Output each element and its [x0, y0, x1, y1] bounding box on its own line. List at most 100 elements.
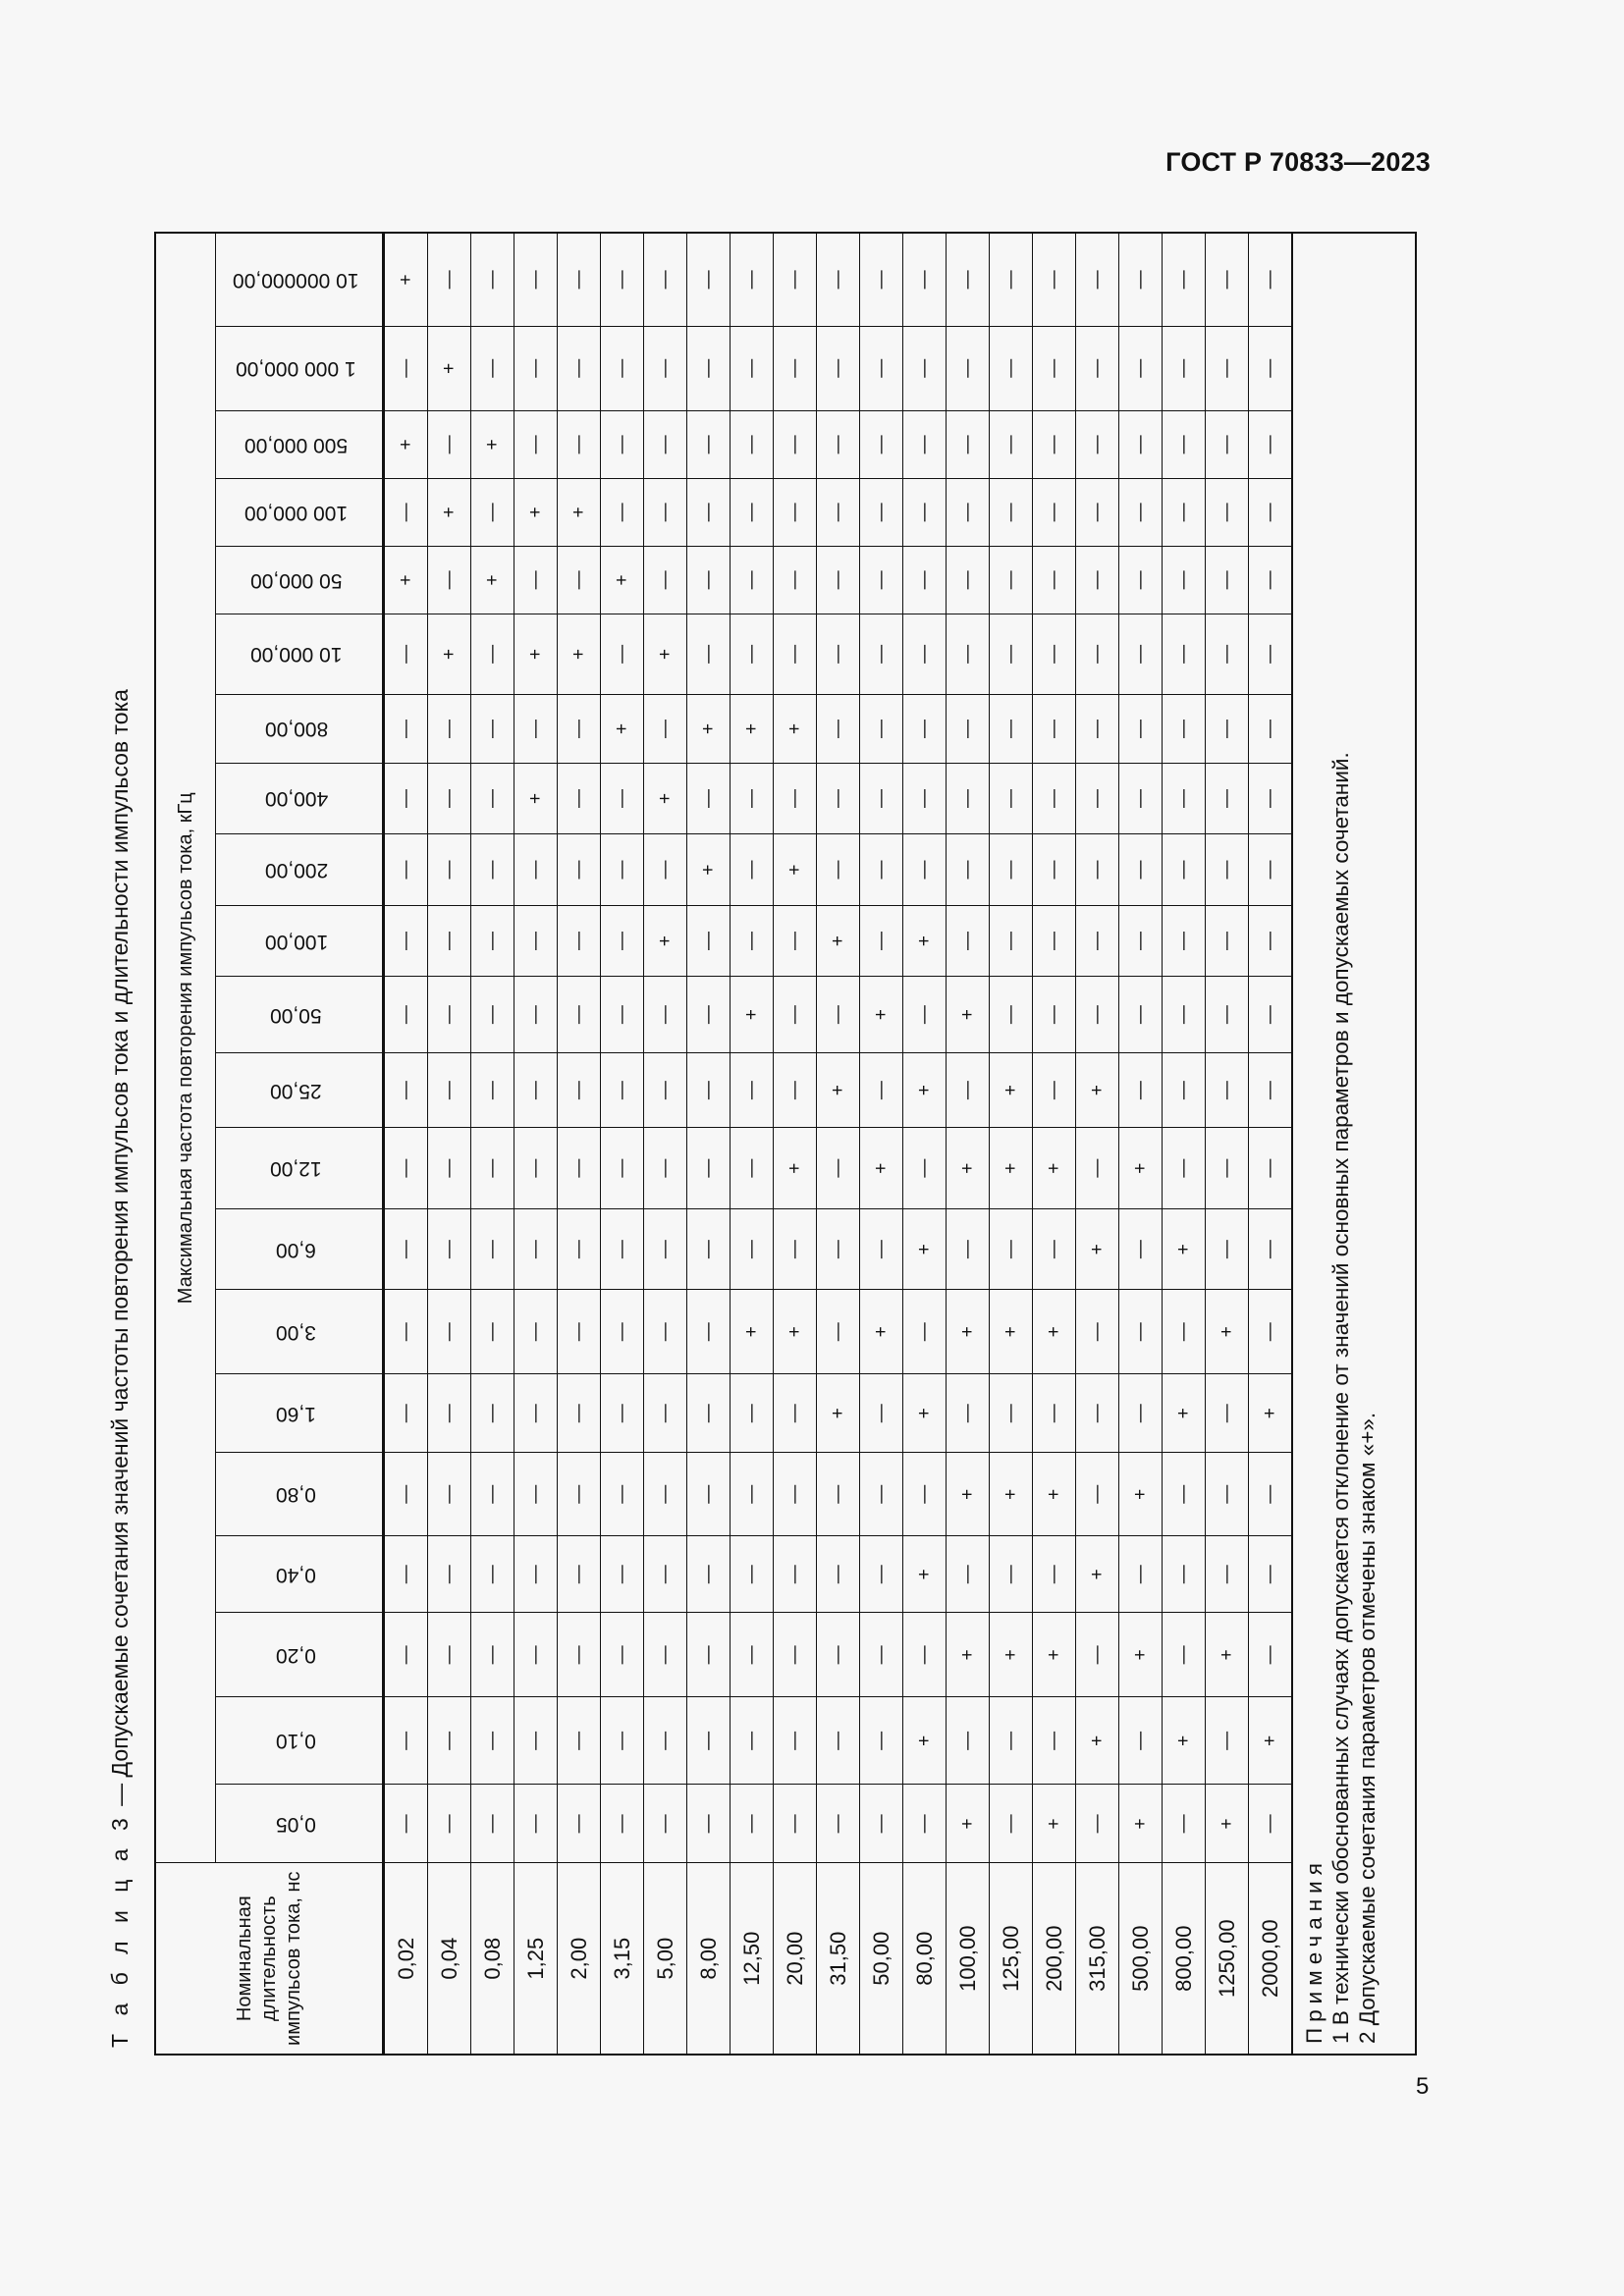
- not-allowed-mark: —: [470, 1612, 514, 1697]
- not-allowed-mark: —: [859, 478, 903, 547]
- allowed-mark: +: [1032, 1289, 1076, 1374]
- not-allowed-mark: —: [686, 233, 731, 327]
- allowed-mark: +: [643, 763, 687, 834]
- not-allowed-mark: —: [427, 694, 471, 764]
- not-allowed-mark: —: [1162, 410, 1206, 479]
- not-allowed-mark: —: [643, 326, 687, 411]
- duration-label: 1,25: [514, 1862, 558, 2055]
- duration-label: 315,00: [1075, 1862, 1119, 2055]
- table-row: 315,00— + — + — — — + — + — — — — — — — — — — —: [1075, 233, 1119, 2055]
- not-allowed-mark: —: [686, 1052, 731, 1128]
- allowed-mark: +: [427, 326, 471, 411]
- not-allowed-mark: —: [902, 694, 947, 764]
- not-allowed-mark: —: [427, 976, 471, 1053]
- not-allowed-mark: —: [773, 763, 817, 834]
- table-row: 20,00— — — — — — + — + — — — + — + — — — — — —: [773, 233, 817, 2055]
- not-allowed-mark: —: [643, 1696, 687, 1785]
- not-allowed-mark: —: [816, 1535, 860, 1613]
- not-allowed-mark: —: [989, 763, 1033, 834]
- table-row: 5,00— — — — — — — — — — — + — + — + — — — — —: [643, 233, 687, 2055]
- not-allowed-mark: —: [1075, 1373, 1119, 1453]
- not-allowed-mark: —: [557, 546, 601, 614]
- allowed-mark: +: [902, 1052, 947, 1128]
- not-allowed-mark: —: [557, 833, 601, 906]
- not-allowed-mark: —: [859, 1784, 903, 1863]
- allowed-mark: +: [902, 1535, 947, 1613]
- not-allowed-mark: —: [902, 1289, 947, 1374]
- not-allowed-mark: —: [470, 1052, 514, 1128]
- allowed-mark: +: [989, 1127, 1033, 1209]
- duration-label: 0,02: [383, 1862, 428, 2055]
- not-allowed-mark: —: [557, 233, 601, 327]
- allowed-mark: +: [989, 1612, 1033, 1697]
- allowed-mark: +: [816, 1373, 860, 1453]
- not-allowed-mark: —: [557, 1289, 601, 1374]
- not-allowed-mark: —: [514, 833, 558, 906]
- frequency-label: 0,40: [276, 1563, 317, 1586]
- allowed-mark: +: [902, 1373, 947, 1453]
- not-allowed-mark: —: [730, 1612, 774, 1697]
- not-allowed-mark: —: [383, 1127, 428, 1209]
- allowed-mark: +: [686, 694, 731, 764]
- not-allowed-mark: —: [1075, 1289, 1119, 1374]
- duration-column-header: Номинальная длительность импульсов тока,…: [155, 1862, 384, 2055]
- not-allowed-mark: —: [1032, 1696, 1076, 1785]
- duration-label: 800,00: [1162, 1862, 1206, 2055]
- duration-label: 80,00: [902, 1862, 947, 2055]
- not-allowed-mark: —: [686, 905, 731, 977]
- not-allowed-mark: —: [773, 1452, 817, 1536]
- not-allowed-mark: —: [1248, 410, 1292, 479]
- not-allowed-mark: —: [600, 410, 644, 479]
- allowed-mark: +: [1118, 1127, 1163, 1209]
- not-allowed-mark: —: [946, 1373, 990, 1453]
- not-allowed-mark: —: [859, 1696, 903, 1785]
- allowed-mark: +: [859, 976, 903, 1053]
- not-allowed-mark: —: [730, 1452, 774, 1536]
- allowed-mark: +: [1075, 1535, 1119, 1613]
- not-allowed-mark: —: [600, 905, 644, 977]
- table-caption-label: Т а б л и ц а 3: [107, 1812, 133, 2048]
- not-allowed-mark: —: [730, 833, 774, 906]
- allowed-mark: +: [1075, 1696, 1119, 1785]
- table-row: 50,00— — — — — — + — + — + — — — — — — — — — —: [859, 233, 903, 2055]
- not-allowed-mark: —: [1075, 905, 1119, 977]
- duration-label: 2000,00: [1248, 1862, 1292, 2055]
- not-allowed-mark: —: [427, 1452, 471, 1536]
- not-allowed-mark: —: [1118, 478, 1163, 547]
- not-allowed-mark: —: [859, 905, 903, 977]
- not-allowed-mark: —: [600, 763, 644, 834]
- not-allowed-mark: —: [859, 326, 903, 411]
- not-allowed-mark: —: [1118, 1208, 1163, 1290]
- not-allowed-mark: —: [946, 833, 990, 906]
- not-allowed-mark: —: [1205, 1535, 1249, 1613]
- not-allowed-mark: —: [383, 1289, 428, 1374]
- not-allowed-mark: —: [557, 1127, 601, 1209]
- not-allowed-mark: —: [946, 233, 990, 327]
- not-allowed-mark: —: [470, 694, 514, 764]
- not-allowed-mark: —: [1162, 614, 1206, 695]
- not-allowed-mark: —: [383, 478, 428, 547]
- not-allowed-mark: —: [946, 1535, 990, 1613]
- frequency-header: 3,00: [215, 1289, 384, 1374]
- allowed-mark: +: [902, 1208, 947, 1290]
- not-allowed-mark: —: [902, 1452, 947, 1536]
- not-allowed-mark: —: [1248, 546, 1292, 614]
- not-allowed-mark: —: [989, 1696, 1033, 1785]
- not-allowed-mark: —: [902, 546, 947, 614]
- allowed-mark: +: [1205, 1784, 1249, 1863]
- not-allowed-mark: —: [816, 833, 860, 906]
- not-allowed-mark: —: [557, 1373, 601, 1453]
- not-allowed-mark: —: [383, 1373, 428, 1453]
- not-allowed-mark: —: [383, 976, 428, 1053]
- not-allowed-mark: —: [686, 478, 731, 547]
- not-allowed-mark: —: [1075, 976, 1119, 1053]
- frequency-group-header: Максимальная частота повторения импульсо…: [155, 233, 216, 1863]
- not-allowed-mark: —: [557, 905, 601, 977]
- not-allowed-mark: —: [902, 326, 947, 411]
- not-allowed-mark: —: [1075, 763, 1119, 834]
- frequency-header: 1,60: [215, 1373, 384, 1453]
- not-allowed-mark: —: [470, 1696, 514, 1785]
- frequency-header: 0,20: [215, 1612, 384, 1697]
- duration-label: 0,04: [427, 1862, 471, 2055]
- frequency-header: 50,00: [215, 976, 384, 1053]
